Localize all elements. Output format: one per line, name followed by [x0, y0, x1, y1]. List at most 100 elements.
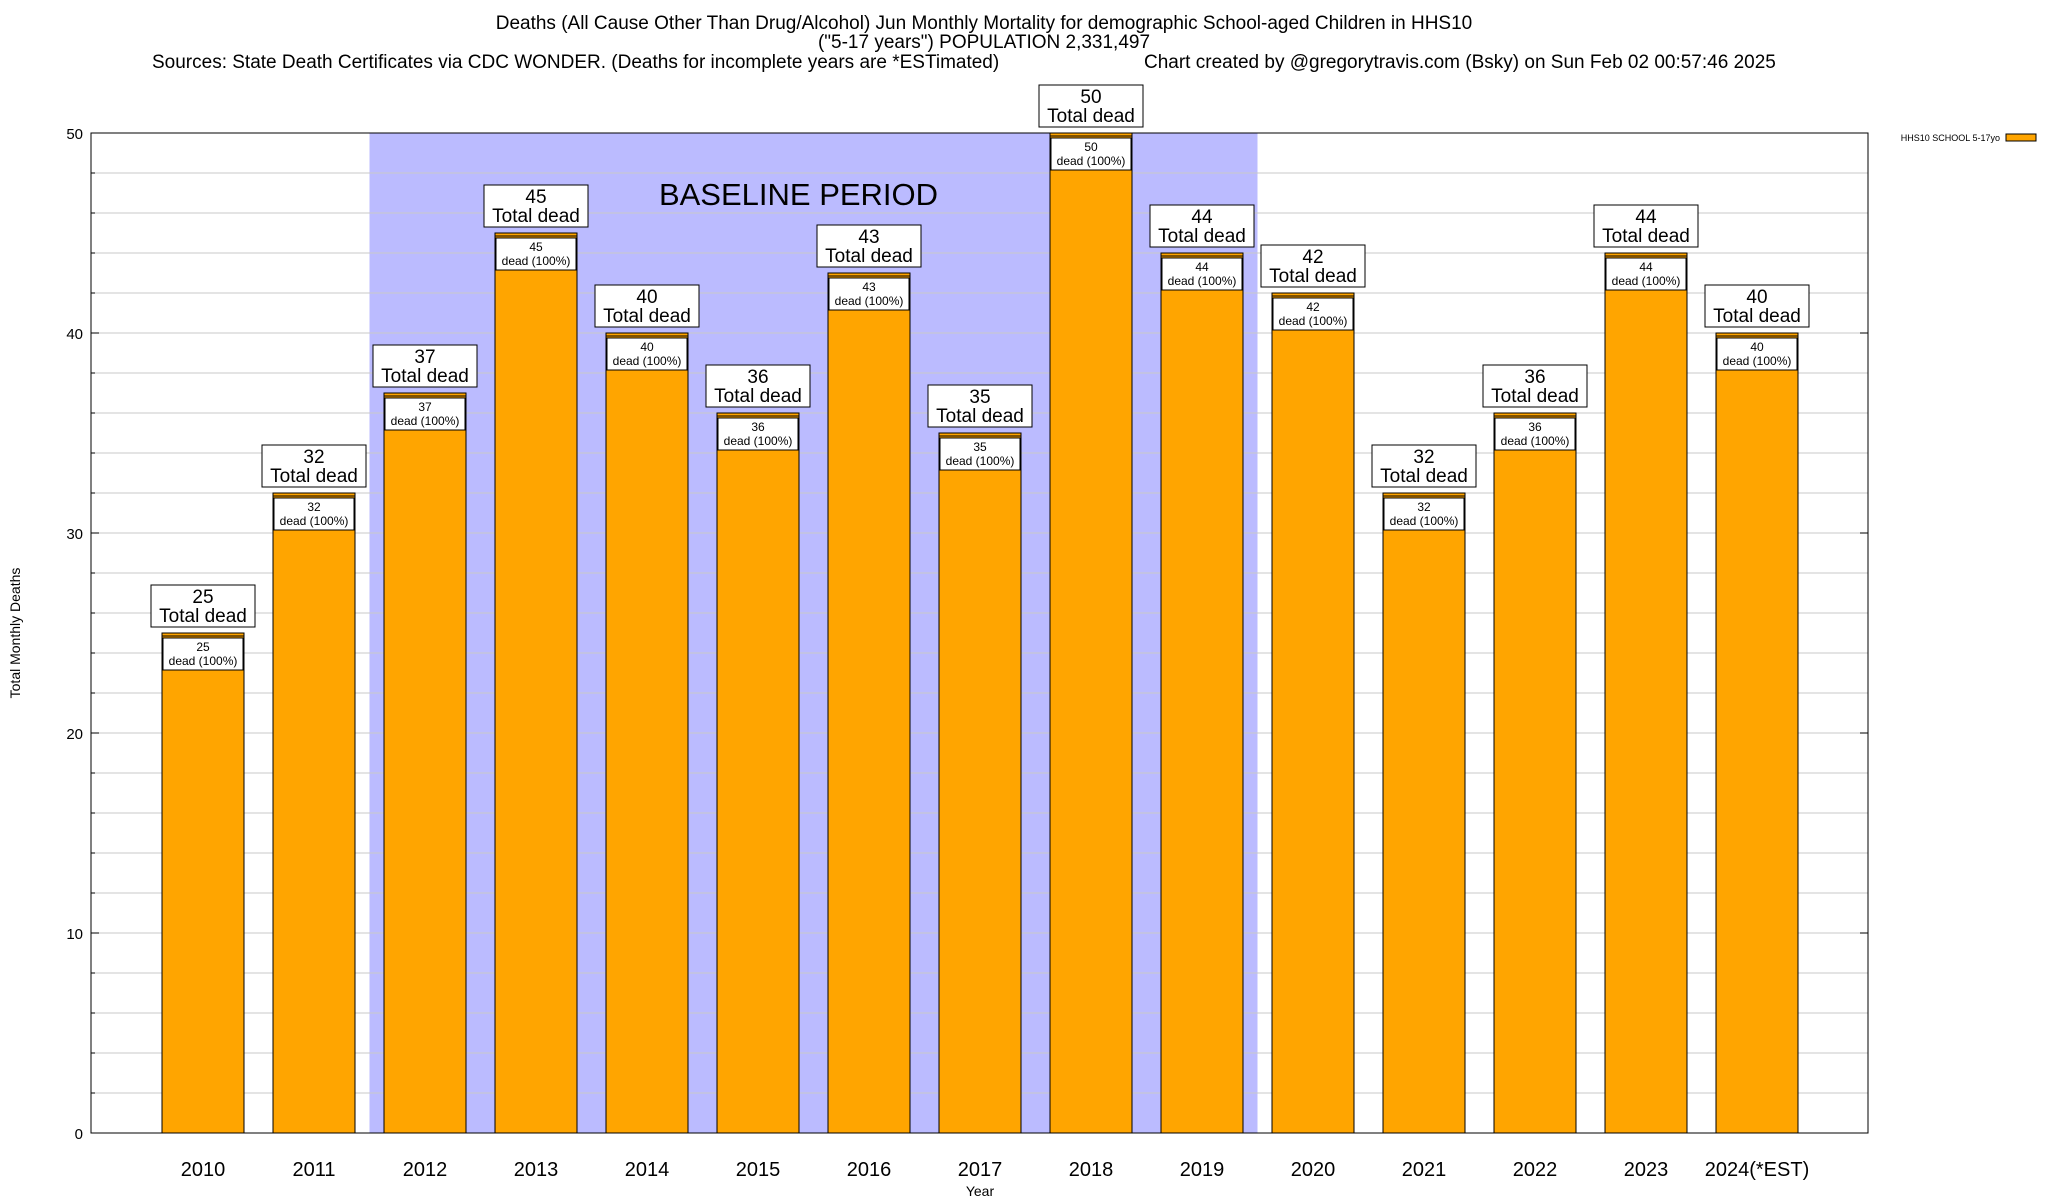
total-label-box [1482, 364, 1588, 408]
inner-label-box [162, 637, 244, 671]
total-label-box [150, 584, 256, 628]
bar [1049, 132, 1133, 1134]
inner-label-box [1050, 137, 1132, 171]
total-label-text: Total dead [714, 386, 802, 407]
total-label-box [594, 284, 700, 328]
inner-label-value: 42 [1306, 300, 1320, 314]
total-label-box [1704, 284, 1810, 328]
inner-label-percent: dead (100%) [1723, 354, 1792, 368]
baseline-period-label: BASELINE PERIOD [659, 177, 938, 212]
x-tick-label: 2014 [625, 1159, 670, 1181]
legend-label: HHS10 SCHOOL 5-17yo [1901, 133, 2000, 143]
total-label-text: Total dead [1269, 266, 1357, 287]
total-label-value: 25 [192, 587, 213, 608]
total-label-box [816, 224, 922, 268]
inner-label-value: 40 [640, 340, 654, 354]
y-tick-label: 10 [66, 926, 83, 943]
total-label-box [261, 444, 367, 488]
total-label-box [483, 184, 589, 228]
x-tick-label: 2017 [958, 1159, 1003, 1181]
bar [1493, 412, 1577, 1134]
inner-label-value: 32 [1417, 500, 1431, 514]
chart-subtitle: ("5-17 years") POPULATION 2,331,497 [817, 32, 1151, 53]
inner-label-value: 43 [862, 280, 876, 294]
inner-label-value: 25 [196, 640, 210, 654]
inner-label-value: 36 [751, 420, 765, 434]
inner-label-value: 44 [1195, 260, 1209, 274]
bar [938, 432, 1022, 1134]
bar [1271, 292, 1355, 1134]
y-tick-label: 20 [66, 726, 83, 743]
x-tick-label: 2011 [292, 1159, 335, 1181]
x-tick-label: 2012 [403, 1159, 448, 1181]
total-label-text: Total dead [381, 366, 469, 387]
x-tick-label: 2010 [181, 1159, 226, 1181]
inner-label-box [384, 397, 466, 431]
inner-label-box [1272, 297, 1354, 331]
inner-label-percent: dead (100%) [1390, 514, 1459, 528]
total-label-value: 32 [303, 447, 324, 468]
total-label-value: 43 [858, 227, 879, 248]
total-label-value: 50 [1080, 87, 1101, 108]
total-label-text: Total dead [603, 306, 691, 327]
inner-label-value: 45 [529, 240, 543, 254]
inner-label-box [1716, 337, 1798, 371]
inner-label-percent: dead (100%) [946, 454, 1015, 468]
chart-source: Sources: State Death Certificates via CD… [152, 52, 1000, 73]
bar [494, 232, 578, 1134]
inner-label-box [1494, 417, 1576, 451]
inner-label-percent: dead (100%) [613, 354, 682, 368]
total-label-box [1038, 84, 1144, 128]
total-label-box [1260, 244, 1366, 288]
inner-label-percent: dead (100%) [835, 294, 904, 308]
total-label-value: 32 [1413, 447, 1434, 468]
x-tick-label: 2015 [736, 1159, 781, 1181]
inner-label-box [1383, 497, 1465, 531]
inner-label-percent: dead (100%) [1168, 274, 1237, 288]
total-label-value: 36 [747, 367, 768, 388]
inner-label-percent: dead (100%) [724, 434, 793, 448]
total-label-text: Total dead [1602, 226, 1690, 247]
inner-label-value: 44 [1639, 260, 1653, 274]
bar [1715, 332, 1799, 1134]
chart-title: Deaths (All Cause Other Than Drug/Alcoho… [495, 13, 1473, 34]
bar [605, 332, 689, 1134]
inner-label-percent: dead (100%) [169, 654, 238, 668]
inner-label-box [273, 497, 355, 531]
x-tick-label: 2016 [847, 1159, 892, 1181]
total-label-value: 37 [414, 347, 435, 368]
y-tick-label: 40 [66, 326, 83, 343]
inner-label-value: 32 [307, 500, 321, 514]
y-axis-label: Total Monthly Deaths [7, 568, 23, 699]
x-tick-label: 2022 [1513, 1159, 1558, 1181]
x-tick-label: 2019 [1180, 1159, 1225, 1181]
total-label-text: Total dead [1380, 466, 1468, 487]
inner-label-box [1161, 257, 1243, 291]
inner-label-percent: dead (100%) [391, 414, 460, 428]
bar [383, 392, 467, 1134]
x-tick-label: 2020 [1291, 1159, 1336, 1181]
total-label-value: 44 [1191, 207, 1213, 228]
plot-frame [90, 132, 1869, 1134]
total-label-box [1149, 204, 1255, 248]
total-label-value: 40 [1746, 287, 1767, 308]
bar [1160, 252, 1244, 1134]
inner-label-percent: dead (100%) [1501, 434, 1570, 448]
inner-label-box [717, 417, 799, 451]
total-label-text: Total dead [936, 406, 1024, 427]
x-axis-label: Year [966, 1183, 995, 1199]
y-tick-label: 0 [75, 1126, 83, 1143]
inner-label-value: 36 [1528, 420, 1542, 434]
bar [1604, 252, 1688, 1134]
total-label-box [372, 344, 478, 388]
inner-label-percent: dead (100%) [1612, 274, 1681, 288]
inner-label-percent: dead (100%) [1057, 154, 1126, 168]
total-label-value: 35 [969, 387, 990, 408]
bar [827, 272, 911, 1134]
total-label-text: Total dead [825, 246, 913, 267]
y-tick-label: 50 [66, 126, 83, 143]
total-label-text: Total dead [1713, 306, 1801, 327]
inner-label-value: 40 [1750, 340, 1764, 354]
bar [272, 492, 356, 1134]
